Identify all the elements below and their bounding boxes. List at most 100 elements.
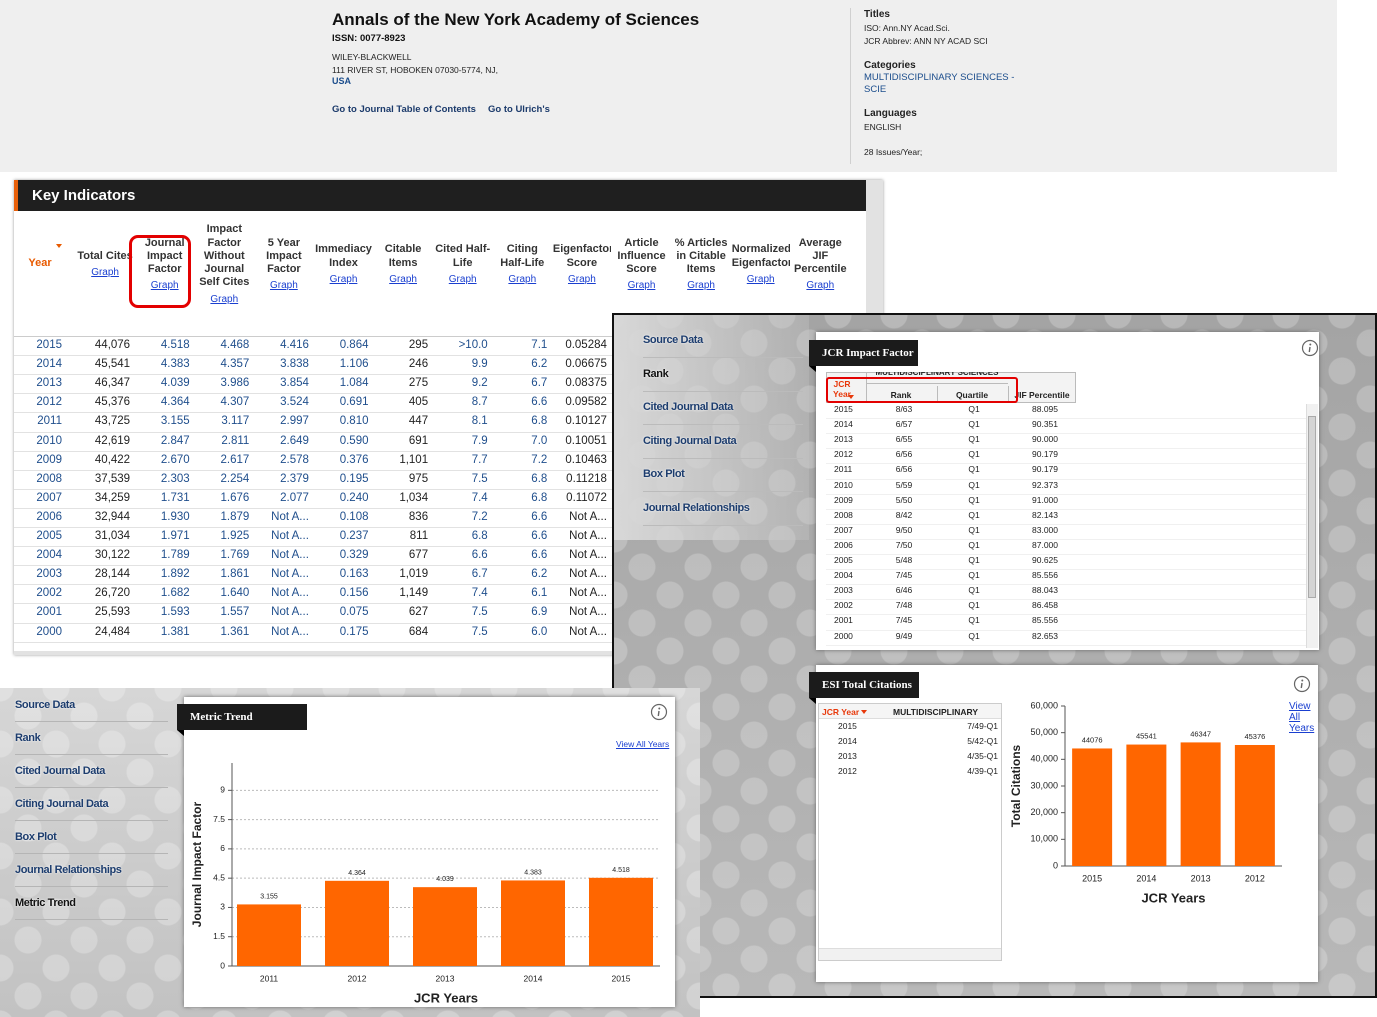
- table-cell: Q1: [968, 570, 980, 581]
- table-cell: 7/49-Q1: [967, 721, 998, 731]
- table-cell: 1.731: [160, 491, 190, 504]
- value-label: 4.364: [348, 870, 366, 877]
- table-cell: 1.084: [339, 377, 369, 390]
- table-cell: 684: [408, 625, 429, 638]
- table-cell: Not A...: [271, 549, 309, 562]
- graph-link[interactable]: Graph: [806, 280, 835, 292]
- table-cell: Q1: [968, 539, 980, 550]
- table-cell: Q1: [968, 479, 980, 490]
- country: USA: [332, 76, 352, 86]
- nav-item[interactable]: Citing Journal Data: [15, 798, 109, 810]
- nav-item[interactable]: Journal Relationships: [643, 502, 750, 514]
- category-head-clip: MULTIDISCIPLINARY SCIENCES: [866, 372, 1008, 384]
- nav-item[interactable]: Source Data: [15, 699, 75, 711]
- table-cell: 1.640: [220, 587, 250, 600]
- header-panel: [0, 0, 1337, 172]
- table-cell: 0.810: [339, 415, 369, 428]
- tab-notch: [809, 366, 816, 372]
- table-cell: 1.769: [220, 549, 250, 562]
- nav-item[interactable]: Rank: [15, 732, 41, 744]
- row-rule: [826, 463, 1306, 465]
- column-label: Eigenfactor Score: [552, 243, 611, 269]
- table-cell: 9.9: [471, 358, 488, 371]
- graph-link[interactable]: Graph: [210, 293, 239, 305]
- graph-link[interactable]: Graph: [567, 273, 596, 285]
- table-cell: 1.676: [220, 491, 250, 504]
- table-cell: Not A...: [271, 568, 309, 581]
- esi-table-head: [819, 704, 1001, 719]
- issues: 28 Issues/Year;: [864, 147, 923, 157]
- table-cell: Not A...: [271, 587, 309, 600]
- column-header: 5 Year Impact Factor Graph: [254, 214, 314, 314]
- graph-link[interactable]: Graph: [91, 267, 119, 279]
- nav-item[interactable]: Cited Journal Data: [15, 765, 105, 777]
- nav-item[interactable]: Box Plot: [643, 468, 685, 481]
- value-label: 46347: [1190, 729, 1211, 738]
- table-cell: 2.077: [280, 491, 309, 504]
- bar: [325, 880, 389, 966]
- bar: [589, 877, 653, 966]
- view-all-link[interactable]: View All Years: [616, 739, 670, 749]
- table-cell: Q1: [968, 630, 980, 641]
- column-head: Quartile: [955, 390, 989, 400]
- table-cell: 1.930: [160, 510, 190, 523]
- table-cell: 6.8: [531, 472, 548, 485]
- graph-link[interactable]: Graph: [150, 280, 179, 292]
- nav-item[interactable]: Citing Journal Data: [643, 434, 737, 447]
- table-cell: 4/39-Q1: [967, 766, 998, 776]
- table-cell: 0.08375: [565, 377, 607, 390]
- x-tick-label: 2012: [348, 973, 367, 983]
- graph-link[interactable]: Graph: [508, 273, 537, 285]
- nav-item[interactable]: Box Plot: [15, 831, 57, 843]
- col-divider: [937, 386, 938, 403]
- table-cell: 4.039: [160, 377, 190, 390]
- nav-item[interactable]: Rank: [643, 367, 669, 380]
- table-cell: 2.811: [221, 434, 250, 447]
- table-cell: 28,144: [94, 568, 131, 581]
- table-cell: 2015: [838, 721, 857, 731]
- table-cell: 90.179: [1032, 449, 1058, 460]
- row-rule: [826, 554, 1306, 555]
- nav-item[interactable]: Source Data: [643, 334, 703, 346]
- row-rule: [14, 393, 866, 395]
- graph-link[interactable]: Graph: [269, 280, 298, 292]
- table-cell: 2.670: [160, 453, 190, 466]
- row-rule: [14, 622, 866, 624]
- table-cell: 1.925: [220, 530, 250, 542]
- graph-link[interactable]: Graph: [389, 273, 417, 285]
- widget-tab: ESI Total Citations: [809, 672, 919, 698]
- view-all-link[interactable]: View All Years: [1289, 701, 1315, 734]
- graph-link[interactable]: Graph: [746, 273, 775, 285]
- category-link[interactable]: MULTIDISCIPLINARY SCIENCES - SCIE: [864, 72, 1015, 95]
- nav-item[interactable]: Journal Relationships: [15, 864, 122, 876]
- table-cell: 0.237: [339, 530, 369, 542]
- column-header: Impact Factor Without Journal Self Cites…: [194, 214, 254, 314]
- table-cell: 0.108: [339, 510, 369, 523]
- bar: [237, 904, 301, 966]
- tab-notch: [809, 698, 816, 704]
- graph-link[interactable]: Graph: [627, 280, 656, 292]
- table-cell: 0.175: [339, 625, 369, 638]
- header-link[interactable]: Go to Ulrich's: [488, 104, 550, 115]
- row-rule: [14, 469, 866, 471]
- table-cell: 40,422: [94, 453, 131, 466]
- table-cell: 2.578: [280, 453, 309, 466]
- nav-item[interactable]: Metric Trend: [15, 897, 76, 909]
- nav-item[interactable]: Cited Journal Data: [643, 401, 733, 414]
- graph-link[interactable]: Graph: [687, 280, 715, 292]
- table-cell: 1.106: [339, 358, 369, 371]
- row-rule: [826, 523, 1306, 525]
- header-link[interactable]: Go to Journal Table of Contents: [332, 104, 476, 115]
- graph-link[interactable]: Graph: [329, 273, 358, 285]
- graph-link[interactable]: Graph: [448, 273, 477, 285]
- x-tick-label: 2014: [524, 973, 543, 983]
- table-cell: 1,149: [399, 587, 429, 600]
- table-cell: 31,034: [94, 530, 131, 542]
- column-label: 5 Year Impact Factor: [266, 236, 302, 276]
- table-cell: 2009: [834, 494, 853, 505]
- table-cell: 2002: [36, 587, 62, 600]
- table-cell: 90.179: [1032, 464, 1058, 475]
- table-cell: 2011: [37, 415, 62, 428]
- column-header: Immediacy Index Graph: [314, 214, 374, 314]
- table-cell: Q1: [968, 615, 980, 626]
